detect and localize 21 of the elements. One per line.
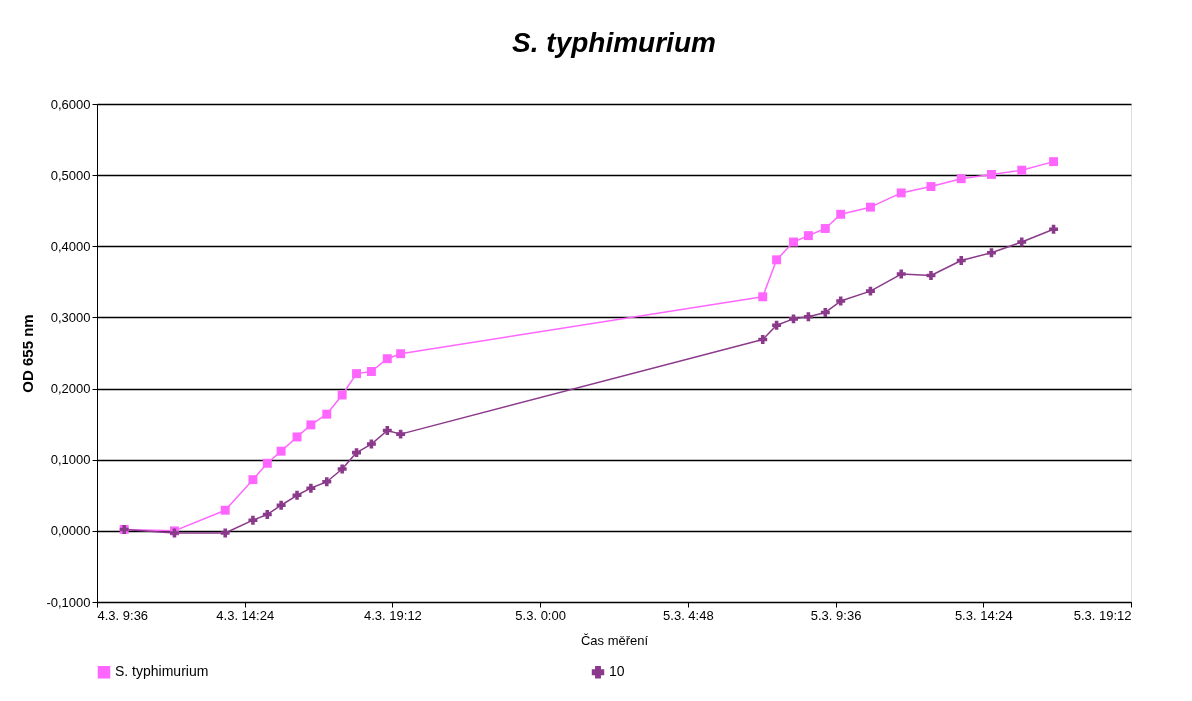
y-tick-label: -0,1000 [46, 594, 91, 610]
y-tick-label: 0,1000 [50, 452, 91, 468]
x-tick-label: 4.3. 19:12 [364, 607, 422, 623]
x-tick-label: 5.3. 4:48 [663, 607, 714, 623]
y-tick-label: 0,2000 [50, 381, 91, 397]
x-axis-title: Čas měření [580, 632, 649, 648]
y-tick-label: 0,3000 [50, 309, 91, 325]
y-tick-label: 0,4000 [50, 238, 91, 254]
y-tick-label: 0,6000 [50, 96, 91, 112]
x-tick-label: 5.3. 0:00 [515, 607, 566, 623]
x-tick-label: 4.3. 14:24 [216, 607, 275, 623]
x-tick-label: 5.3. 19:12 [1073, 607, 1132, 623]
chart-title: S. typhimurium [512, 27, 716, 58]
x-tick-label: 4.3. 9:36 [97, 607, 149, 623]
legend-label: S. typhimurium [115, 663, 209, 680]
y-tick-label: 0,5000 [50, 167, 91, 183]
y-tick-label: 0,0000 [50, 523, 91, 539]
legend-label: 10 [609, 663, 625, 680]
x-tick-label: 5.3. 14:24 [954, 607, 1013, 623]
y-axis-title: OD 655 nm [19, 314, 37, 393]
x-tick-label: 5.3. 9:36 [810, 607, 862, 623]
